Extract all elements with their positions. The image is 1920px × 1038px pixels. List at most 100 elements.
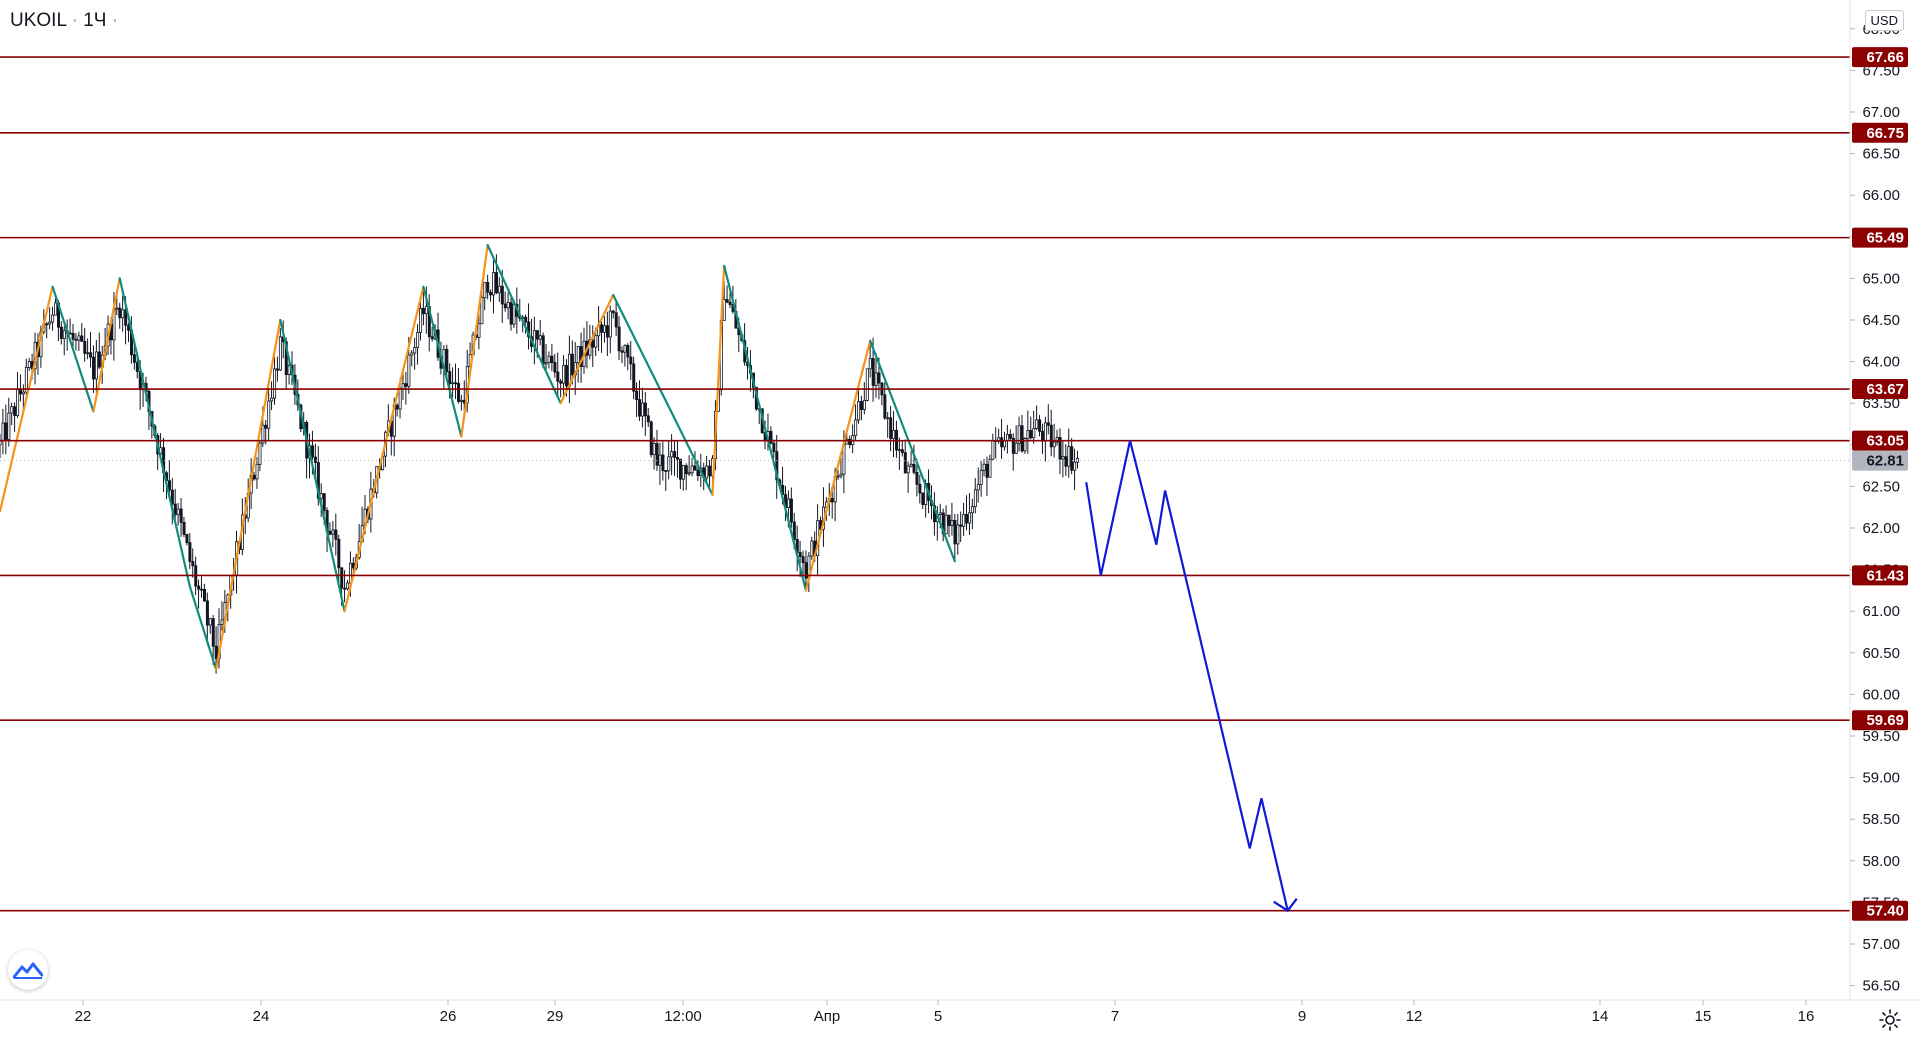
levels-layer [0, 56, 1850, 912]
currency-button[interactable]: USD [1864, 10, 1904, 31]
price-tick-label: 59.50 [1862, 728, 1900, 745]
candle [97, 332, 101, 369]
candle [270, 381, 274, 411]
candle [950, 502, 954, 536]
candle [4, 404, 8, 455]
time-tick-label: 12 [1406, 1008, 1423, 1025]
candle [413, 337, 417, 370]
candle [1008, 429, 1012, 441]
candle [1035, 405, 1039, 431]
candle [965, 495, 969, 531]
candle [839, 457, 843, 479]
price-tick-label: 66.50 [1862, 146, 1900, 163]
candle [1061, 441, 1065, 478]
candle [667, 440, 671, 480]
time-tick-label: 24 [253, 1008, 270, 1025]
price-tick-label: 61.00 [1862, 603, 1900, 620]
candle [941, 508, 945, 542]
candle [795, 525, 799, 572]
candle [1073, 448, 1077, 491]
candle [608, 305, 612, 354]
candle [801, 550, 805, 579]
candle [655, 429, 659, 472]
forecast-path[interactable] [1085, 440, 1289, 911]
candle [997, 428, 1001, 444]
level-price-tag: 66.75 [1852, 122, 1908, 143]
candle [994, 427, 998, 459]
candle [661, 441, 665, 481]
candle [71, 324, 75, 350]
candle [121, 295, 125, 332]
tradingview-logo-button[interactable] [8, 950, 48, 990]
candle [436, 312, 440, 361]
price-tick-label: 58.50 [1862, 811, 1900, 828]
zigzag-down-leg [51, 285, 95, 413]
candle [416, 324, 420, 365]
candle [614, 300, 618, 336]
candle [1014, 425, 1018, 455]
price-tick-label: 56.50 [1862, 978, 1900, 995]
candle [962, 502, 966, 536]
candle [51, 306, 55, 331]
candle [92, 345, 96, 393]
zigzag-down-leg [279, 318, 346, 613]
candle [970, 498, 974, 530]
time-axis: 22 24 26 29 12:00 Апр 5 7 9 12 14 15 16 [75, 1000, 1814, 1025]
candle [1029, 416, 1033, 440]
candle [68, 318, 72, 335]
price-tick-label: 63.50 [1862, 395, 1900, 412]
candle [410, 349, 414, 367]
level-price-tag: 63.05 [1852, 430, 1908, 451]
candle [127, 322, 131, 343]
candle [629, 341, 633, 381]
candle [457, 367, 461, 404]
candle [991, 433, 995, 460]
forecast-layer [1085, 440, 1298, 913]
time-tick-label: 26 [440, 1008, 457, 1025]
candle [684, 463, 688, 491]
candle [959, 511, 963, 542]
candle [1038, 415, 1042, 437]
candle [179, 498, 183, 537]
candle [652, 437, 656, 470]
candle [275, 356, 279, 382]
candle [635, 382, 639, 418]
candle [976, 467, 980, 503]
price-tick-label: 62.00 [1862, 520, 1900, 537]
zigzag-up-leg [460, 244, 489, 438]
svg-text:65.49: 65.49 [1866, 230, 1904, 247]
candle [395, 403, 399, 417]
price-axis: 56.5057.0057.5058.0058.5059.0059.5060.00… [1850, 21, 1900, 995]
candle [985, 456, 989, 497]
candle [550, 343, 554, 372]
price-tick-label: 57.00 [1862, 936, 1900, 953]
candle [1, 408, 5, 455]
level-price-tag: 63.67 [1852, 379, 1908, 400]
candle [77, 331, 81, 351]
candle [1006, 424, 1010, 454]
price-tags: 67.66 66.75 65.49 63.67 63.05 61.43 59.69 57.40… [1852, 47, 1908, 921]
candle [868, 344, 872, 378]
price-tick-label: 62.50 [1862, 478, 1900, 495]
candle [912, 444, 916, 475]
settings-gear-icon[interactable] [1878, 1008, 1902, 1032]
candle [419, 298, 423, 341]
candle [477, 314, 481, 350]
candle [909, 451, 913, 468]
symbol-title[interactable]: UKOIL · 1Ч · [10, 10, 119, 31]
symbol-name: UKOIL [10, 10, 67, 31]
time-tick-label: 12:00 [664, 1008, 702, 1025]
candle [202, 583, 206, 602]
candle [331, 520, 335, 548]
candle [454, 363, 458, 400]
candle [200, 576, 204, 598]
candle [486, 274, 490, 300]
candle [848, 435, 852, 449]
candle [775, 435, 779, 499]
candle [810, 536, 814, 560]
candle [1046, 404, 1050, 435]
candle [267, 387, 271, 441]
time-tick-label: 5 [934, 1008, 942, 1025]
zigzag-down-leg [869, 339, 956, 563]
